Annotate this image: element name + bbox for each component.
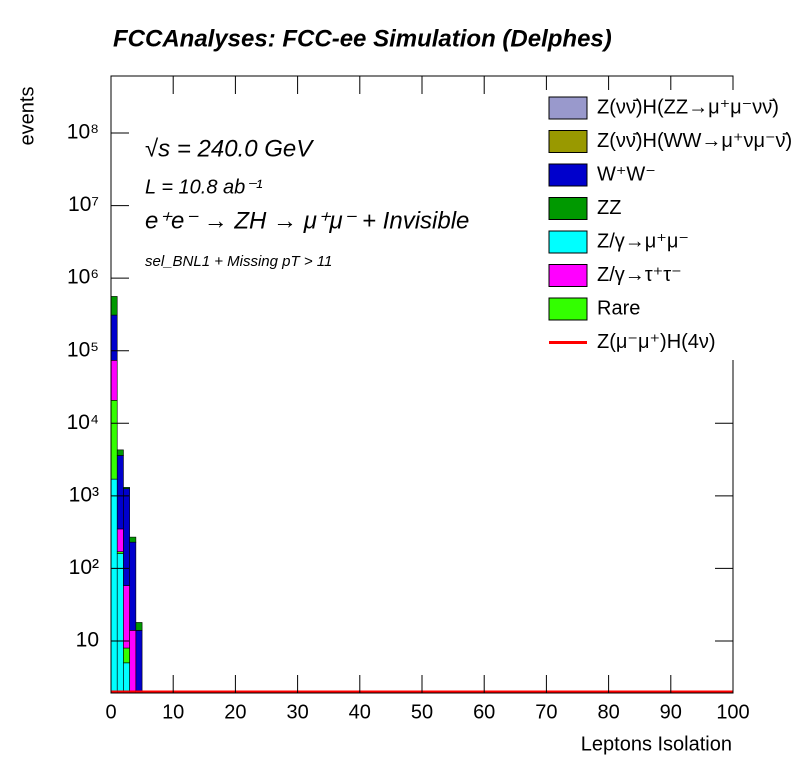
legend-swatch: [548, 297, 588, 321]
bar: [123, 487, 130, 489]
legend-swatch: [548, 130, 588, 153]
chart-title: FCCAnalyses: FCC-ee Simulation (Delphes): [113, 25, 612, 52]
bar: [123, 488, 130, 586]
y-tick-label: 10²: [69, 556, 99, 579]
legend-label: Z/γ→μ⁺μ⁻: [597, 230, 689, 252]
legend-swatch: [548, 96, 588, 120]
x-axis-label: Leptons Isolation: [581, 733, 732, 755]
y-tick-label: 10⁶: [67, 266, 99, 289]
legend-label: Z/γ→τ⁺τ⁻: [597, 264, 682, 286]
legend-swatch: [548, 197, 588, 220]
legend-label: Z(μ⁻μ⁺)H(4ν): [597, 331, 716, 353]
legend-label: ZZ: [597, 197, 621, 219]
y-tick-label: 10⁷: [68, 193, 99, 216]
legend-swatch: [548, 230, 588, 254]
x-tick-label: 70: [535, 701, 557, 723]
bar: [123, 585, 130, 649]
x-tick-label: 20: [224, 701, 246, 723]
bar: [110, 314, 118, 361]
annotation: L = 10.8 ab⁻¹: [145, 176, 263, 198]
bar: [135, 630, 143, 694]
y-tick-label: 10⁴: [67, 411, 99, 434]
bar: [110, 400, 118, 480]
legend-label: Z(νν̄)H(WW→μ⁺νμ⁻ν̄): [597, 130, 792, 152]
x-tick-label: 0: [105, 701, 116, 723]
bar: [123, 647, 130, 664]
x-tick-label: 100: [716, 701, 749, 723]
bar: [135, 622, 143, 631]
bar: [129, 536, 137, 543]
annotation: e⁺e⁻ → ZH → μ⁺μ⁻ + Invisible: [145, 207, 469, 234]
legend-label: Z(νν̄)H(ZZ→μ⁺μ⁻νν̄): [597, 96, 779, 118]
legend-swatch: [548, 163, 588, 187]
bar: [129, 541, 137, 631]
bar: [110, 296, 118, 316]
annotation: √s = 240.0 GeV: [145, 135, 314, 162]
bar: [129, 630, 137, 693]
y-tick-label: 10⁸: [67, 121, 99, 144]
legend-label: Rare: [597, 297, 640, 319]
x-tick-label: 30: [286, 701, 308, 723]
x-tick-label: 90: [660, 701, 682, 723]
bar: [110, 360, 118, 401]
bar: [116, 455, 124, 530]
bar: [116, 553, 124, 694]
legend-swatch: [548, 264, 588, 287]
legend-label: W⁺W⁻: [597, 163, 656, 185]
x-tick-label: 10: [162, 701, 184, 723]
bar: [116, 449, 124, 456]
x-tick-label: 50: [411, 701, 433, 723]
y-tick-label: 10⁵: [67, 338, 99, 361]
x-tick-label: 80: [597, 701, 619, 723]
annotation: sel_BNL1 + Missing pT > 11: [145, 253, 332, 270]
y-axis-label: events: [16, 87, 38, 146]
y-tick-label: 10³: [69, 483, 99, 506]
bar: [116, 528, 124, 552]
x-tick-label: 60: [473, 701, 495, 723]
y-tick-label: 10: [76, 629, 99, 652]
bar: [123, 662, 130, 694]
bar: [110, 478, 118, 694]
x-tick-label: 40: [349, 701, 371, 723]
